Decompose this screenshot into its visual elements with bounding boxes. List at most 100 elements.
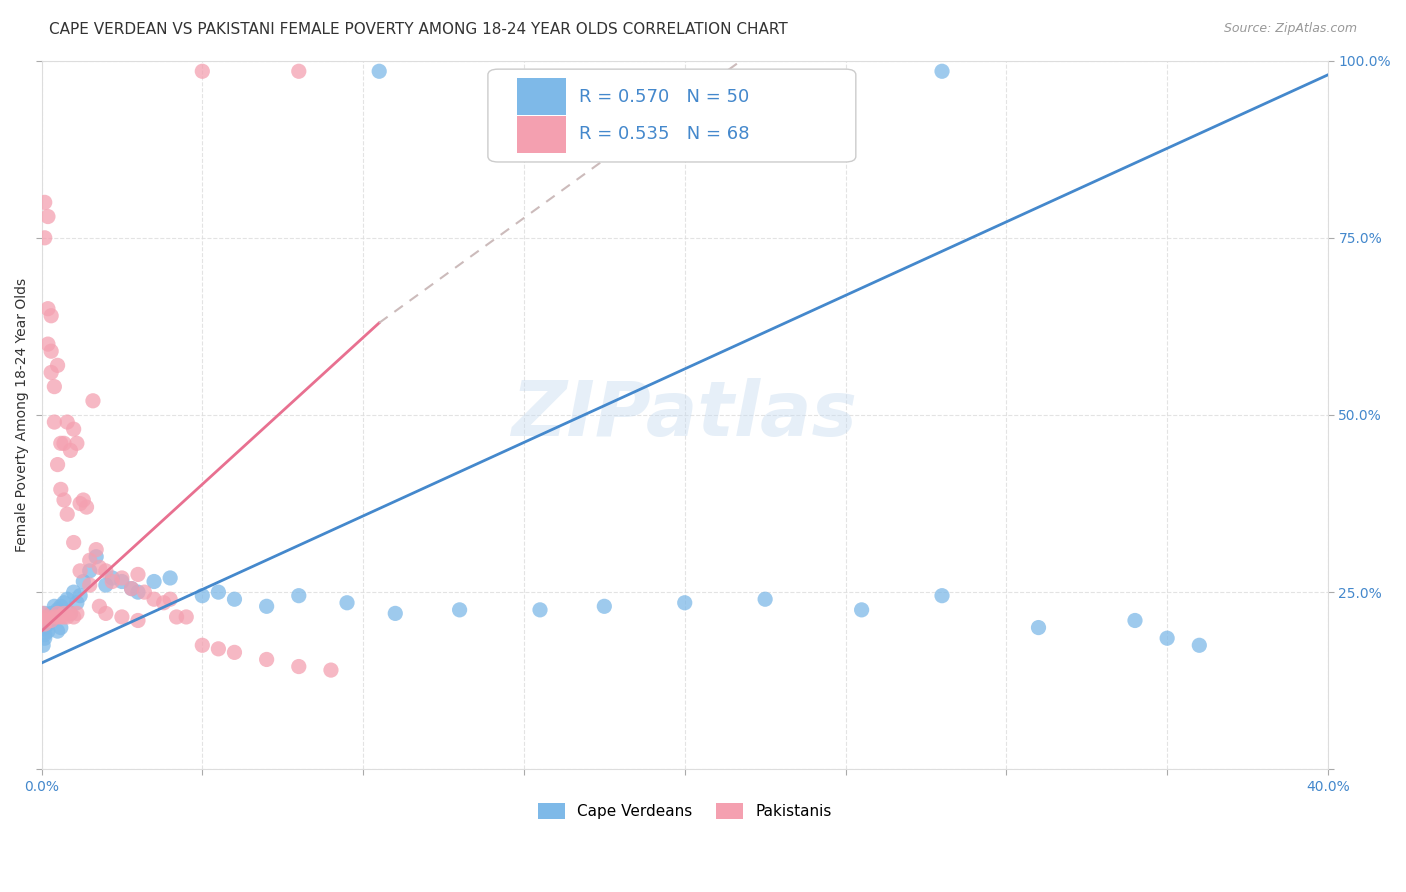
Point xyxy=(62,610,84,624)
Point xyxy=(127,614,149,628)
Point xyxy=(127,567,149,582)
Point xyxy=(89,599,111,614)
Point xyxy=(49,483,72,497)
Point xyxy=(143,592,166,607)
Point xyxy=(59,607,82,621)
Point xyxy=(31,607,53,621)
FancyBboxPatch shape xyxy=(488,70,856,162)
Legend: Cape Verdeans, Pakistanis: Cape Verdeans, Pakistanis xyxy=(531,797,838,825)
Point xyxy=(207,585,229,599)
Point xyxy=(84,542,107,557)
Point xyxy=(37,624,59,639)
Point xyxy=(166,610,188,624)
Point xyxy=(94,607,117,621)
Point xyxy=(191,589,214,603)
Point xyxy=(66,436,89,450)
Point xyxy=(191,64,214,78)
Point xyxy=(32,610,55,624)
Text: R = 0.535   N = 68: R = 0.535 N = 68 xyxy=(579,125,749,144)
Point xyxy=(288,589,311,603)
Point xyxy=(44,379,66,393)
Point xyxy=(34,231,56,245)
Point xyxy=(319,663,342,677)
Point xyxy=(34,631,56,645)
Point xyxy=(34,195,56,210)
Point xyxy=(101,574,124,589)
Point xyxy=(69,589,91,603)
Point xyxy=(46,607,69,621)
Point xyxy=(191,638,214,652)
Point xyxy=(673,596,696,610)
Point xyxy=(49,599,72,614)
Point xyxy=(111,571,134,585)
Point xyxy=(111,610,134,624)
Point xyxy=(44,610,66,624)
Point xyxy=(53,610,76,624)
Point xyxy=(46,603,69,617)
Point xyxy=(37,610,59,624)
Point xyxy=(79,578,101,592)
Point xyxy=(529,603,551,617)
Point xyxy=(37,610,59,624)
Point xyxy=(84,549,107,564)
Point xyxy=(46,610,69,624)
Point xyxy=(46,624,69,639)
Point xyxy=(44,415,66,429)
Point xyxy=(174,610,197,624)
Point xyxy=(53,436,76,450)
Point xyxy=(224,592,246,607)
Point xyxy=(34,614,56,628)
Point xyxy=(49,610,72,624)
Point xyxy=(39,614,62,628)
Point xyxy=(134,585,156,599)
Point xyxy=(39,309,62,323)
Point xyxy=(44,599,66,614)
Point xyxy=(39,607,62,621)
Point xyxy=(82,393,104,408)
Point xyxy=(49,621,72,635)
Point xyxy=(152,596,174,610)
Point xyxy=(207,641,229,656)
Point xyxy=(336,596,359,610)
Point xyxy=(46,359,69,373)
Point xyxy=(159,571,181,585)
Point xyxy=(121,582,143,596)
Text: R = 0.570   N = 50: R = 0.570 N = 50 xyxy=(579,87,749,106)
Point xyxy=(69,497,91,511)
Point xyxy=(384,607,406,621)
Point xyxy=(39,614,62,628)
Point xyxy=(39,344,62,359)
Point xyxy=(1156,631,1178,645)
Point xyxy=(224,645,246,659)
Point xyxy=(37,210,59,224)
Point xyxy=(72,574,94,589)
Point xyxy=(256,652,278,666)
Point xyxy=(59,443,82,458)
Point xyxy=(56,507,79,521)
Point xyxy=(34,621,56,635)
Point xyxy=(1028,621,1050,635)
Point xyxy=(256,599,278,614)
Point xyxy=(37,337,59,351)
Point xyxy=(56,610,79,624)
Point xyxy=(101,571,124,585)
Point xyxy=(1123,614,1146,628)
Point xyxy=(851,603,873,617)
Point xyxy=(53,596,76,610)
Point xyxy=(69,564,91,578)
Y-axis label: Female Poverty Among 18-24 Year Olds: Female Poverty Among 18-24 Year Olds xyxy=(15,278,30,552)
Point xyxy=(53,607,76,621)
Point xyxy=(94,564,117,578)
Point xyxy=(76,500,98,514)
Point xyxy=(121,582,143,596)
Point xyxy=(44,610,66,624)
Point xyxy=(32,638,55,652)
Point xyxy=(593,599,616,614)
FancyBboxPatch shape xyxy=(517,116,567,153)
Point xyxy=(94,578,117,592)
Text: ZIPatlas: ZIPatlas xyxy=(512,378,858,452)
Point xyxy=(37,301,59,316)
Point xyxy=(62,422,84,436)
Point xyxy=(53,493,76,508)
Point xyxy=(143,574,166,589)
